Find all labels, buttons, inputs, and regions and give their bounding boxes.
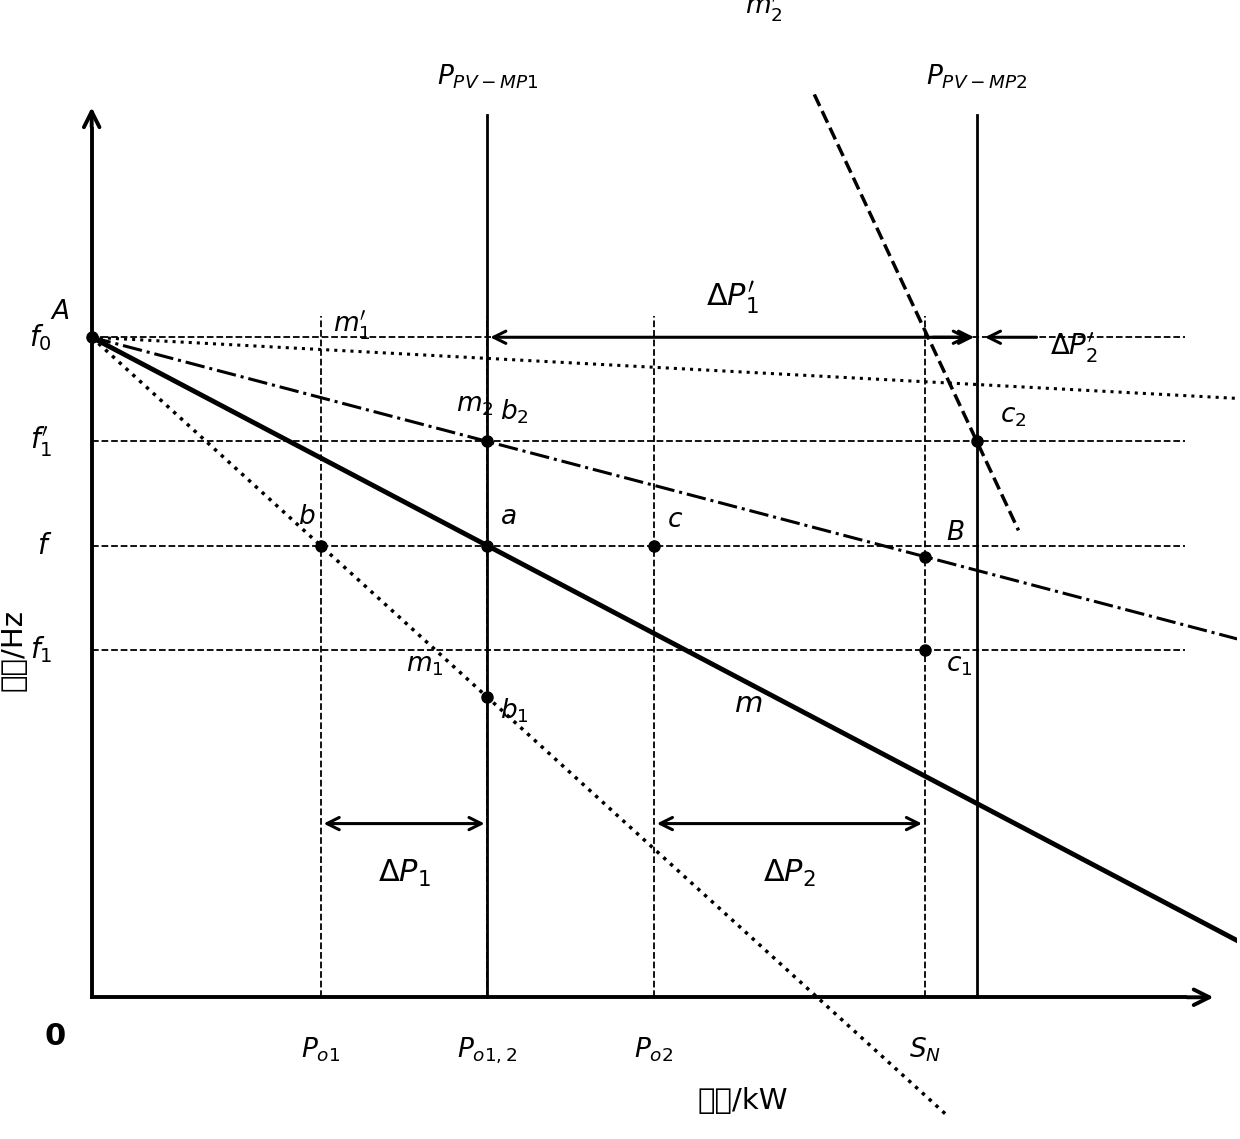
Text: $m_1'$: $m_1'$	[334, 309, 371, 342]
Text: $m_2$: $m_2$	[456, 392, 494, 418]
Text: $f_1'$: $f_1'$	[30, 424, 52, 459]
Text: $\Delta P_2$: $\Delta P_2$	[763, 859, 816, 890]
Text: $A$: $A$	[50, 298, 69, 325]
Text: $f_1$: $f_1$	[30, 634, 52, 665]
Text: $S_N$: $S_N$	[909, 1035, 941, 1064]
Text: $P_{PV-MP2}$: $P_{PV-MP2}$	[926, 63, 1028, 91]
Text: $P_{o2}$: $P_{o2}$	[635, 1035, 673, 1064]
Text: $\Delta P_1'$: $\Delta P_1'$	[706, 279, 759, 317]
Text: $B$: $B$	[946, 521, 965, 547]
Text: $P_{o1,2}$: $P_{o1,2}$	[458, 1035, 517, 1066]
Text: $b_1$: $b_1$	[500, 697, 528, 726]
Text: $\Delta P_1$: $\Delta P_1$	[378, 859, 430, 890]
Text: $b_2$: $b_2$	[500, 398, 528, 426]
Text: $f_0$: $f_0$	[30, 322, 52, 353]
Text: $b$: $b$	[298, 505, 315, 531]
Text: 0: 0	[45, 1022, 66, 1050]
Text: $\mathit{f}$: $\mathit{f}$	[37, 532, 52, 559]
Text: $c_1$: $c_1$	[946, 652, 972, 678]
Text: $c$: $c$	[667, 507, 683, 533]
Text: 频率/Hz: 频率/Hz	[0, 609, 27, 691]
Text: $c_2$: $c_2$	[999, 403, 1027, 429]
Text: $\mathbf{\mathit{m}}$: $\mathbf{\mathit{m}}$	[734, 690, 761, 718]
Text: $a$: $a$	[500, 505, 516, 531]
Text: $\Delta P_2'$: $\Delta P_2'$	[1050, 330, 1097, 364]
Text: $P_{o1}$: $P_{o1}$	[301, 1035, 341, 1064]
Text: $m_1$: $m_1$	[405, 653, 444, 678]
Text: 功率/kW: 功率/kW	[697, 1088, 787, 1115]
Text: $m_2'$: $m_2'$	[744, 0, 782, 24]
Text: $P_{PV-MP1}$: $P_{PV-MP1}$	[436, 63, 538, 91]
